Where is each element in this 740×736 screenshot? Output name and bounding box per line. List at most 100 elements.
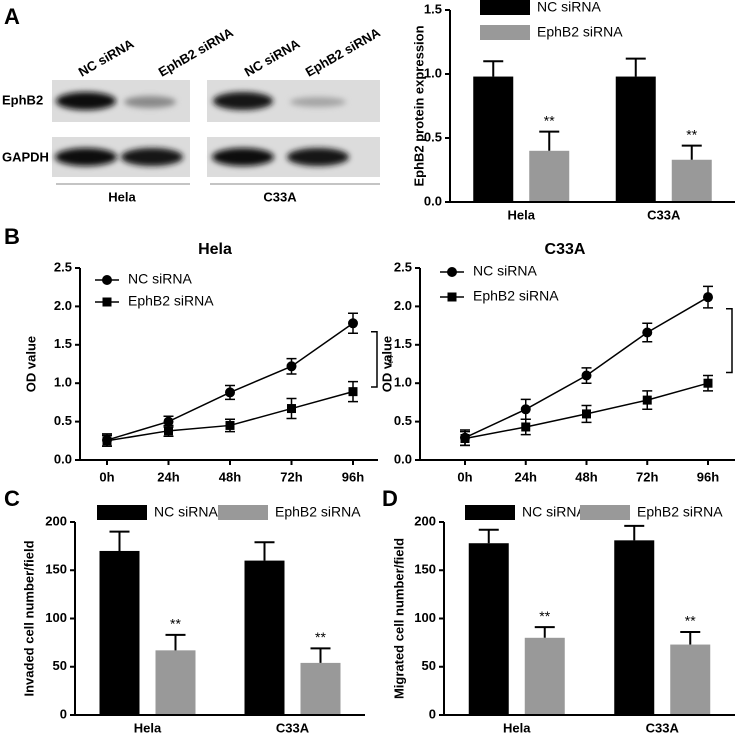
legend-swatch [218, 505, 268, 520]
legend-swatch [465, 505, 515, 520]
x-tick-label: 72h [636, 469, 658, 484]
marker [642, 395, 652, 405]
y-tick-label: 1.5 [54, 336, 72, 351]
band [213, 92, 273, 110]
bar [300, 662, 341, 715]
legend-label: NC siRNA [154, 504, 218, 520]
marker [348, 387, 358, 397]
y-tick-label: 50 [422, 658, 436, 673]
marker [520, 404, 531, 415]
panel-label: D [382, 486, 398, 511]
legend-label: EphB2 siRNA [128, 293, 214, 309]
group-label: Hela [108, 189, 136, 204]
error-bar [165, 633, 186, 651]
marker [225, 420, 235, 430]
band [55, 148, 117, 166]
y-tick-label: 50 [53, 658, 67, 673]
error-bar [478, 528, 499, 544]
bar [671, 159, 712, 202]
error-bar [624, 524, 645, 541]
y-tick-label: 100 [45, 610, 67, 625]
y-tick-label: 0.5 [54, 413, 72, 428]
legend-label: NC siRNA [473, 263, 537, 279]
marker [521, 422, 531, 432]
legend-label: EphB2 siRNA [537, 24, 623, 40]
western-blot: NC siRNA EphB2 siRNA NC siRNA EphB2 siRN… [2, 24, 383, 204]
legend-label: EphB2 siRNA [637, 504, 723, 520]
marker [286, 361, 297, 372]
error-bar [254, 541, 275, 561]
bar [244, 560, 285, 715]
y-axis-label: Migrated cell number/field [391, 538, 406, 699]
marker [225, 387, 235, 398]
x-tick-label: Hela [503, 720, 531, 735]
marker [164, 426, 173, 436]
y-tick-label: 0.0 [394, 451, 412, 466]
y-tick-label: 1.0 [424, 65, 442, 80]
row-label: GAPDH [2, 149, 49, 164]
lane-label: EphB2 siRNA [156, 24, 237, 79]
significance-label: ** [735, 335, 740, 346]
y-tick-label: 2.0 [54, 298, 72, 313]
y-tick-label: 200 [414, 513, 436, 528]
row-label: EphB2 [2, 92, 43, 107]
significance-label: ** [685, 613, 696, 629]
marker [447, 267, 457, 277]
x-tick-label: 48h [219, 469, 241, 484]
x-tick-label: C33A [646, 720, 680, 735]
chart-title: Hela [198, 241, 232, 258]
legend-swatch [580, 505, 630, 520]
legend-label: NC siRNA [128, 271, 192, 287]
legend-label: EphB2 siRNA [275, 504, 361, 520]
y-tick-label: 0.5 [394, 413, 412, 428]
y-tick-label: 0 [60, 706, 67, 721]
x-tick-label: 0h [99, 469, 114, 484]
y-tick-label: 2.0 [394, 298, 412, 313]
marker [460, 433, 470, 443]
error-bar [539, 130, 560, 151]
error-bar [625, 57, 646, 77]
band [287, 148, 349, 166]
legend-label: EphB2 siRNA [473, 288, 559, 304]
band [290, 97, 346, 107]
y-tick-label: 150 [414, 562, 436, 577]
x-tick-label: C33A [647, 207, 681, 222]
chart-title: C33A [545, 241, 586, 258]
x-tick-label: 72h [280, 469, 302, 484]
marker [163, 416, 174, 427]
band [124, 96, 176, 108]
legend-swatch [480, 0, 530, 15]
x-tick-label: C33A [276, 720, 310, 735]
marker [703, 292, 713, 303]
marker [581, 370, 592, 381]
y-axis-label: OD value [379, 336, 394, 392]
marker [102, 297, 112, 307]
y-axis-label: EphB2 protein expression [411, 25, 426, 186]
y-axis-label: OD value [23, 336, 38, 392]
lane-label: NC siRNA [242, 36, 303, 80]
lane-label: NC siRNA [76, 36, 137, 80]
y-tick-label: 150 [45, 562, 67, 577]
x-tick-label: 48h [575, 469, 597, 484]
x-tick-label: Hela [134, 720, 162, 735]
y-tick-label: 0.5 [424, 129, 442, 144]
panel-label: A [4, 4, 20, 29]
y-tick-label: 1.5 [424, 1, 442, 16]
bar [524, 637, 565, 715]
y-tick-label: 0 [429, 706, 436, 721]
y-tick-label: 0.0 [424, 193, 442, 208]
legend-swatch [97, 505, 147, 520]
significance-label: ** [315, 629, 326, 645]
error-bar [681, 144, 702, 160]
y-tick-label: 1.5 [394, 336, 412, 351]
significance-label: ** [170, 616, 181, 632]
bar [155, 650, 196, 715]
significance-bracket [371, 330, 378, 388]
panel-label: B [4, 224, 20, 249]
x-tick-label: 24h [157, 469, 179, 484]
y-tick-label: 1.0 [54, 375, 72, 390]
y-tick-label: 2.5 [54, 259, 72, 274]
error-bar [310, 647, 331, 663]
band [212, 148, 274, 166]
